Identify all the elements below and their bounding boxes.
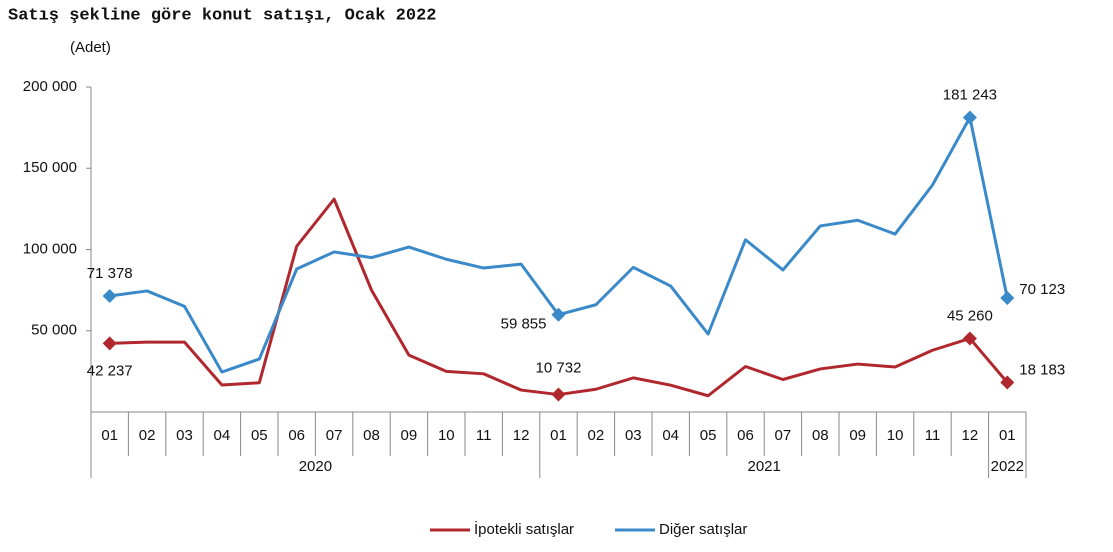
line	[109, 115, 1009, 374]
x-tick-label: 11	[476, 427, 492, 444]
x-tick-label: 07	[326, 427, 343, 444]
marker	[1000, 291, 1015, 306]
x-group-label: 2021	[748, 458, 781, 475]
y-tick-label: 200 000	[23, 78, 77, 95]
data-label: 71 378	[87, 265, 133, 282]
marker	[551, 387, 566, 402]
x-tick-label: 02	[139, 427, 156, 444]
data-label: 18 183	[1019, 361, 1065, 378]
marker	[1000, 375, 1015, 390]
marker	[102, 289, 117, 304]
data-label: 70 123	[1019, 281, 1065, 298]
x-tick-label: 04	[214, 427, 231, 444]
x-tick-label: 04	[662, 427, 679, 444]
x-tick-label: 12	[513, 427, 530, 444]
x-tick-label: 07	[775, 427, 792, 444]
x-tick-label: 05	[700, 427, 717, 444]
chart-title: Satış şekline göre konut satışı, Ocak 20…	[8, 6, 436, 25]
x-tick-label: 08	[812, 427, 829, 444]
data-label: 42 237	[87, 362, 133, 379]
legend-label: Diğer satışlar	[659, 521, 747, 538]
x-group-label: 2022	[991, 458, 1024, 475]
x-tick-label: 06	[737, 427, 754, 444]
x-tick-label: 06	[288, 427, 305, 444]
x-tick-label: 03	[176, 427, 193, 444]
x-tick-label: 09	[401, 427, 418, 444]
y-tick-label: 150 000	[23, 159, 77, 176]
data-label: 10 732	[536, 360, 582, 377]
marker	[102, 336, 117, 351]
x-tick-label: 01	[999, 427, 1016, 444]
marker	[962, 331, 977, 346]
marker	[551, 307, 566, 322]
marker	[962, 110, 977, 125]
x-tick-label: 09	[849, 427, 866, 444]
x-tick-label: 08	[363, 427, 380, 444]
data-label: 45 260	[947, 307, 993, 324]
x-tick-label: 10	[887, 427, 904, 444]
y-tick-label: 50 000	[31, 322, 77, 339]
x-tick-label: 01	[550, 427, 567, 444]
legend-label: İpotekli satışlar	[474, 520, 574, 538]
x-tick-label: 12	[962, 427, 979, 444]
x-tick-label: 11	[925, 427, 941, 444]
x-tick-label: 03	[625, 427, 642, 444]
x-group-label: 2020	[299, 458, 332, 475]
x-tick-label: 02	[588, 427, 605, 444]
x-tick-label: 01	[101, 427, 118, 444]
y-axis-label: (Adet)	[70, 39, 111, 56]
data-label: 59 855	[501, 316, 547, 333]
x-tick-label: 05	[251, 427, 268, 444]
y-tick-label: 100 000	[23, 240, 77, 257]
x-tick-label: 10	[438, 427, 455, 444]
data-label: 181 243	[943, 86, 997, 103]
